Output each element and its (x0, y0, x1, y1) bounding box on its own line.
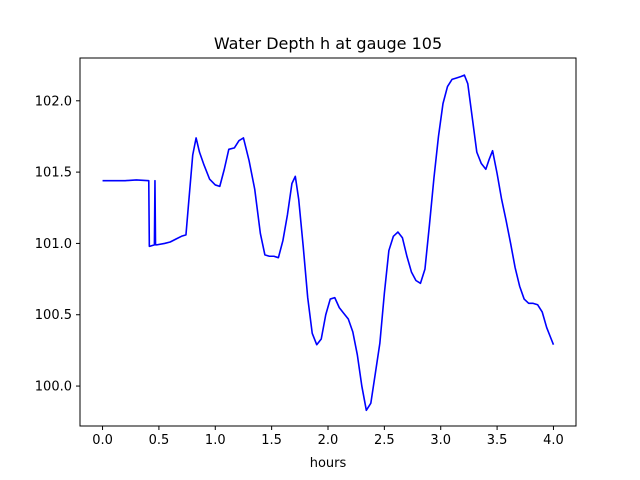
water-depth-series-line (102, 74, 555, 412)
x-tick-label: 4.0 (543, 433, 564, 448)
plot-area (102, 74, 555, 412)
x-tick-label: 3.5 (487, 433, 508, 448)
x-tick-label: 1.0 (205, 433, 226, 448)
x-tick-label: 2.5 (374, 433, 395, 448)
x-tick-label: 1.5 (261, 433, 282, 448)
axis-ticks: 0.0 0.5 1.0 1.5 2.0 2.5 3.0 3.5 4.0 100.0 100.5 101… (35, 94, 564, 448)
axes-frame (79, 57, 577, 427)
y-tick-label: 102.0 (35, 94, 72, 109)
y-tick-label: 100.0 (35, 380, 72, 395)
x-tick-label: 3.0 (430, 433, 451, 448)
chart-title: Water Depth h at gauge 105 (214, 34, 442, 53)
x-axis-label: hours (310, 456, 347, 471)
x-tick-label: 0.5 (149, 433, 170, 448)
y-tick-label: 101.5 (35, 166, 72, 181)
y-tick-label: 100.5 (35, 308, 72, 323)
x-tick-label: 2.0 (318, 433, 339, 448)
y-tick-label: 101.0 (35, 237, 72, 252)
x-tick-label: 0.0 (92, 433, 113, 448)
